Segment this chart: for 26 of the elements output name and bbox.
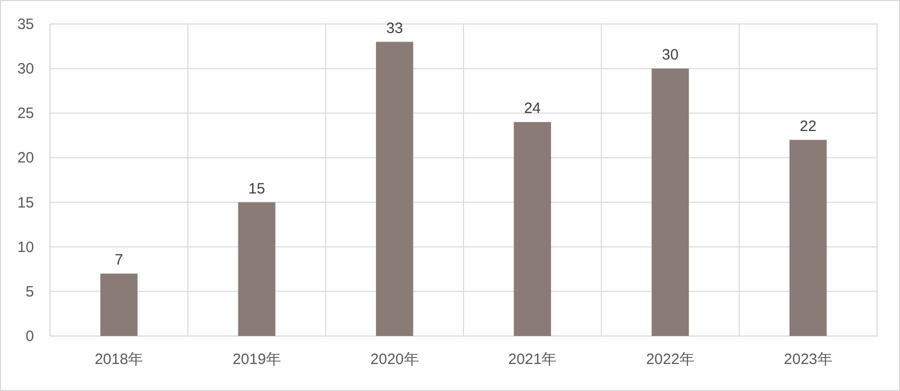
y-tick-label: 30 bbox=[17, 60, 34, 78]
y-tick-label: 25 bbox=[17, 105, 34, 122]
data-label: 7 bbox=[114, 252, 124, 269]
data-label: 30 bbox=[662, 46, 679, 64]
x-tick-label: 2023年 bbox=[784, 351, 832, 368]
bar bbox=[238, 202, 276, 336]
x-tick-label: 2022年 bbox=[646, 351, 694, 368]
bar bbox=[652, 68, 689, 336]
bar bbox=[514, 122, 552, 336]
data-label: 33 bbox=[386, 20, 403, 37]
y-tick-label: 5 bbox=[26, 283, 34, 300]
x-tick-label: 2018年 bbox=[94, 351, 144, 368]
x-tick-label: 2019年 bbox=[232, 351, 281, 368]
y-tick-label: 15 bbox=[17, 194, 34, 212]
bar bbox=[789, 140, 827, 336]
y-tick-label: 35 bbox=[17, 16, 34, 33]
x-tick-label: 2021年 bbox=[508, 351, 557, 368]
y-tick-label: 0 bbox=[26, 328, 34, 345]
bar bbox=[100, 274, 138, 336]
data-label: 22 bbox=[800, 118, 816, 135]
data-label: 24 bbox=[524, 100, 541, 118]
bar bbox=[376, 42, 414, 336]
y-tick-label: 20 bbox=[17, 150, 34, 167]
x-tick-label: 2020年 bbox=[370, 351, 419, 368]
y-tick-label: 10 bbox=[17, 238, 34, 256]
data-label: 15 bbox=[248, 180, 266, 198]
